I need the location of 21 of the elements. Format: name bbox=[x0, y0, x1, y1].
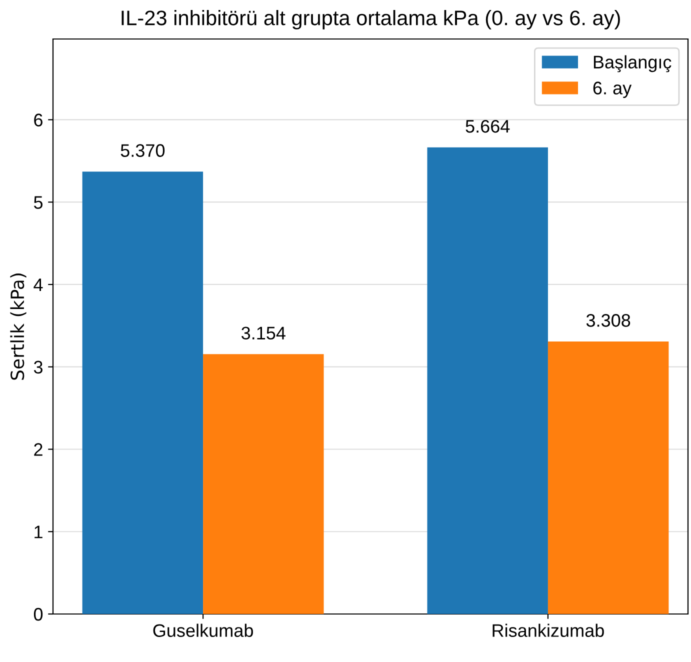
data-label: 3.154 bbox=[242, 326, 286, 340]
y-axis-title: Sertlik (kPa) bbox=[10, 274, 26, 380]
y-tick-label: 4 bbox=[34, 278, 43, 292]
x-tick-label: Guselkumab bbox=[153, 624, 253, 637]
y-tick-label: 5 bbox=[34, 196, 43, 209]
data-label: 5.664 bbox=[466, 120, 510, 133]
bar bbox=[82, 172, 204, 614]
y-tick-label: 3 bbox=[34, 360, 42, 374]
data-label: 5.370 bbox=[120, 144, 165, 157]
y-tick-label: 6 bbox=[34, 114, 42, 126]
data-label: 3.308 bbox=[586, 314, 630, 327]
chart-title: IL-23 inhibitörü alt grupta ortalama kPa (0. ay vs 6. ay) bbox=[122, 10, 620, 30]
y-tick-label: 1 bbox=[34, 526, 42, 538]
bar bbox=[548, 341, 669, 614]
legend-label: 6. ay bbox=[593, 82, 632, 98]
y-tick-label: 2 bbox=[34, 443, 42, 456]
legend-label: Başlangıç bbox=[594, 55, 672, 72]
y-tick-label: 0 bbox=[34, 608, 43, 621]
bar bbox=[203, 354, 324, 614]
x-tick-label: Risankizumab bbox=[492, 624, 604, 637]
bar bbox=[427, 147, 548, 614]
